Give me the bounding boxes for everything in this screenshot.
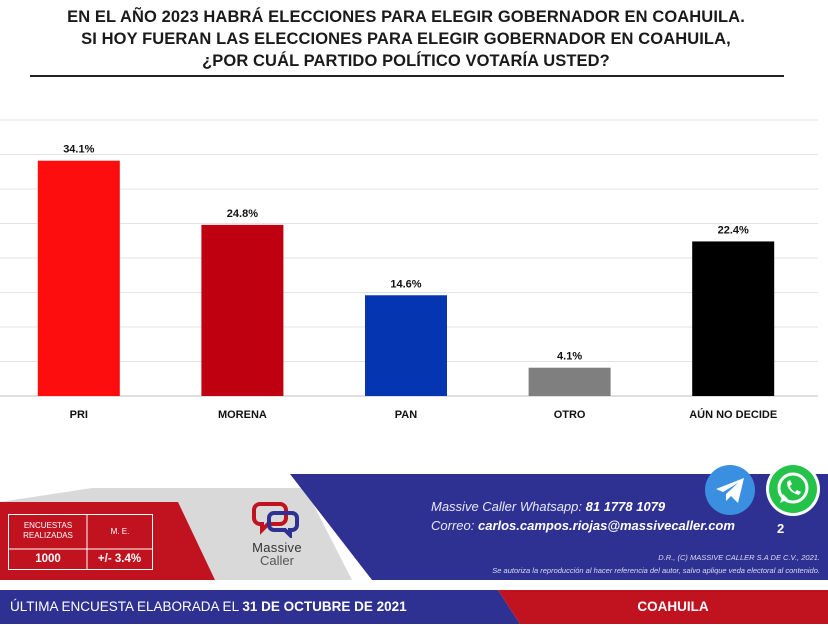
category-label: PRI <box>70 409 88 421</box>
category-label: AÚN NO DECIDE <box>689 408 777 421</box>
data-label: 34.1% <box>63 144 94 156</box>
bar-pri <box>37 160 120 396</box>
whatsapp-contact: Massive Caller Whatsapp: 81 1778 1079 <box>431 499 665 514</box>
data-label: 4.1% <box>557 351 582 363</box>
data-label: 14.6% <box>390 278 421 290</box>
last-survey-text: ÚLTIMA ENCUESTA ELABORADA EL <box>10 599 239 614</box>
page-number: 2 <box>777 521 785 536</box>
surveys-label: ENCUESTAS REALIZADAS <box>23 521 73 540</box>
footer-banner <box>0 474 828 588</box>
me-value: +/- 3.4% <box>97 553 142 565</box>
region-label: COAHUILA <box>637 599 709 614</box>
bottom-bar-bg <box>0 590 828 624</box>
bar-otro <box>528 367 611 396</box>
chart-title: EN EL AÑO 2023 HABRÁ ELECCIONES PARA ELE… <box>0 6 812 72</box>
bar-a-n-no-decide <box>692 241 775 396</box>
data-label: 22.4% <box>718 224 749 236</box>
category-label: MORENA <box>218 409 267 421</box>
title-line-2: SI HOY FUERAN LAS ELECCIONES PARA ELEGIR… <box>81 30 731 48</box>
bar-pan <box>365 295 447 396</box>
survey-stats-box: ENCUESTAS REALIZADAS M. E. 1000 +/- 3.4% <box>8 514 153 570</box>
stats-grid <box>9 515 152 569</box>
me-label: M. E. <box>110 527 130 536</box>
last-survey-label: ÚLTIMA ENCUESTA ELABORADA EL 31 DE OCTUB… <box>10 599 407 614</box>
whatsapp-label: Massive Caller Whatsapp: <box>431 499 582 514</box>
title-underline <box>30 75 784 77</box>
email-address[interactable]: carlos.campos.riojas@massivecaller.com <box>477 518 735 533</box>
title-line-3: ¿POR CUÁL PARTIDO POLÍTICO VOTARÍA USTED… <box>202 52 610 70</box>
legal-copyright: D.R., (C) MASSIVE CALLER S.A DE C.V., 20… <box>658 553 820 562</box>
whatsapp-icon[interactable] <box>764 460 822 518</box>
last-survey-date: 31 DE OCTUBRE DE 2021 <box>242 599 407 614</box>
bar-chart: 34.1% PRI 24.8% MORENA 14.6% PAN 4.1% OTRO 22.4%… <box>0 119 818 421</box>
category-label: OTRO <box>554 409 586 421</box>
data-label: 24.8% <box>227 208 258 220</box>
whatsapp-number[interactable]: 81 1778 1079 <box>585 499 666 514</box>
legal-notice: Se autoriza la reproducción al hacer ref… <box>492 566 820 575</box>
telegram-icon[interactable] <box>704 464 756 516</box>
logo-text-caller: Caller <box>260 553 294 568</box>
bar-morena <box>201 224 284 396</box>
category-label: PAN <box>395 409 417 421</box>
surveys-value: 1000 <box>35 553 61 565</box>
email-label: Correo: <box>431 518 475 533</box>
massive-caller-logo-icon <box>252 502 299 538</box>
title-line-1: EN EL AÑO 2023 HABRÁ ELECCIONES PARA ELE… <box>67 8 745 26</box>
logo-text-massive: Massive <box>252 540 302 555</box>
email-contact: Correo: carlos.campos.riojas@massivecall… <box>431 518 735 533</box>
